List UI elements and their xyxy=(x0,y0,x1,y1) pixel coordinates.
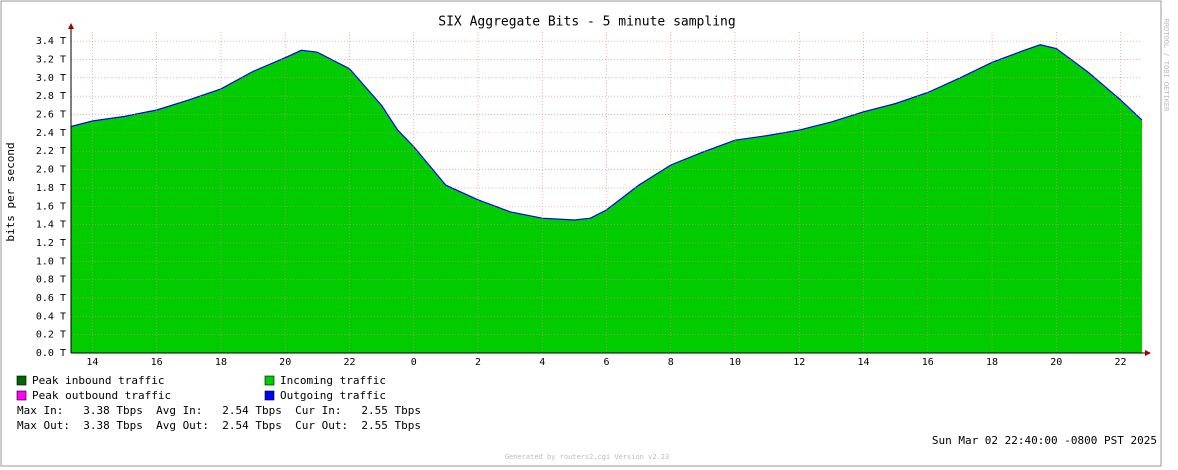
y-tick-label: 0.6 T xyxy=(36,293,66,304)
x-tick-label: 22 xyxy=(1115,357,1127,368)
line xyxy=(70,44,1143,221)
y-tick-label: 1.8 T xyxy=(36,183,66,194)
x-tick-label: 14 xyxy=(86,357,98,368)
y-tick-label: 3.4 T xyxy=(36,36,66,47)
x-tick-label: 2 xyxy=(475,357,481,368)
legend-label: Outgoing traffic xyxy=(280,389,386,402)
legend-swatch xyxy=(264,375,275,386)
y-tick-label: 0.4 T xyxy=(36,311,66,322)
x-tick-label: 0 xyxy=(411,357,417,368)
x-tick-label: 6 xyxy=(603,357,609,368)
y-tick-label: 0.2 T xyxy=(36,330,66,341)
y-tick-label: 1.0 T xyxy=(36,256,66,267)
x-tick-label: 4 xyxy=(539,357,545,368)
axis-arrow xyxy=(1145,350,1151,356)
chart-title: SIX Aggregate Bits - 5 minute sampling xyxy=(438,15,735,30)
y-tick-label: 0.8 T xyxy=(36,275,66,286)
y-tick-label: 0.0 T xyxy=(36,348,66,359)
x-tick-label: 16 xyxy=(922,357,934,368)
footer: Generated by routers2.cgi Version v2.23 xyxy=(505,453,669,461)
y-tick-label: 1.2 T xyxy=(36,238,66,249)
x-tick-label: 14 xyxy=(858,357,870,368)
x-tick-label: 20 xyxy=(279,357,291,368)
x-tick-label: 18 xyxy=(215,357,227,368)
legend-swatch xyxy=(16,375,27,386)
x-tick-label: 12 xyxy=(793,357,805,368)
y-tick-label: 3.2 T xyxy=(36,55,66,66)
x-tick-label: 10 xyxy=(729,357,741,368)
legend-label: Peak inbound traffic xyxy=(32,374,164,387)
y-axis-label: bits per second xyxy=(4,142,17,241)
y-tick-label: 3.0 T xyxy=(36,73,66,84)
x-tick-label: 20 xyxy=(1050,357,1062,368)
x-tick-label: 18 xyxy=(986,357,998,368)
timestamp: Sun Mar 02 22:40:00 -0800 PST 2025 xyxy=(932,434,1157,447)
y-tick-label: 2.8 T xyxy=(36,91,66,102)
y-tick-label: 2.4 T xyxy=(36,128,66,139)
axis-arrow xyxy=(68,23,74,29)
x-tick-label: 8 xyxy=(668,357,674,368)
x-tick-label: 16 xyxy=(151,357,163,368)
stats-line: Max In: 3.38 Tbps Avg In: 2.54 Tbps Cur … xyxy=(17,404,421,417)
legend-swatch xyxy=(264,390,275,401)
stats-line: Max Out: 3.38 Tbps Avg Out: 2.54 Tbps Cu… xyxy=(17,419,421,432)
y-tick-label: 2.2 T xyxy=(36,146,66,157)
legend-swatch xyxy=(16,390,27,401)
y-tick-label: 1.4 T xyxy=(36,220,66,231)
area xyxy=(71,44,1142,354)
y-tick-label: 1.6 T xyxy=(36,201,66,212)
y-tick-label: 2.6 T xyxy=(36,110,66,121)
side-label: RRDTOOL / TOBI OETIKER xyxy=(1162,19,1170,113)
x-tick-label: 22 xyxy=(343,357,355,368)
y-tick-label: 2.0 T xyxy=(36,165,66,176)
legend-label: Peak outbound traffic xyxy=(32,389,171,402)
legend-label: Incoming traffic xyxy=(280,374,386,387)
